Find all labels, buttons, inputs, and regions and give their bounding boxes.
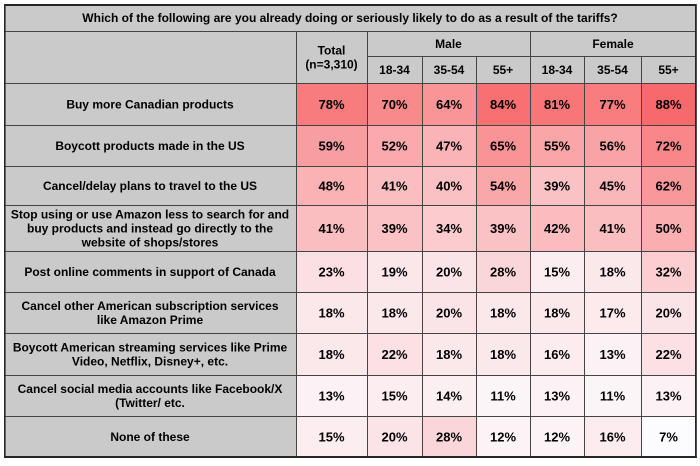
svg-text:81%: 81% [544,97,570,112]
svg-text:Post online comments in suppor: Post online comments in support of Canad… [24,265,276,279]
svg-text:20%: 20% [655,306,681,321]
svg-text:11%: 11% [490,389,516,404]
svg-text:78%: 78% [318,97,344,112]
svg-text:12%: 12% [490,430,516,445]
svg-text:Stop using or use Amazon less: Stop using or use Amazon less to search … [11,208,289,222]
svg-text:22%: 22% [655,347,681,362]
svg-text:64%: 64% [436,97,462,112]
svg-text:59%: 59% [318,139,344,154]
svg-text:42%: 42% [544,221,570,236]
svg-text:Female: Female [592,37,634,51]
svg-text:like Amazon Prime: like Amazon Prime [97,313,204,327]
svg-text:84%: 84% [490,97,516,112]
svg-text:56%: 56% [599,139,625,154]
svg-text:34%: 34% [436,221,462,236]
svg-text:15%: 15% [381,389,407,404]
svg-text:18%: 18% [599,265,625,280]
svg-text:Video, Netflix, Disney+, etc.: Video, Netflix, Disney+, etc. [72,355,228,369]
svg-text:54%: 54% [490,179,516,194]
svg-text:88%: 88% [655,97,681,112]
svg-text:18%: 18% [436,347,462,362]
svg-text:11%: 11% [600,389,626,404]
svg-text:Which of the following are you: Which of the following are you already d… [82,11,617,25]
svg-text:48%: 48% [318,179,344,194]
svg-text:18%: 18% [318,347,344,362]
svg-text:18%: 18% [381,306,407,321]
svg-text:13%: 13% [544,389,570,404]
svg-text:65%: 65% [490,139,516,154]
svg-text:55+: 55+ [658,63,678,77]
svg-text:72%: 72% [655,139,681,154]
svg-text:18-34: 18-34 [379,63,410,77]
svg-text:website of shops/stores: website of shops/stores [81,236,219,250]
svg-text:20%: 20% [436,306,462,321]
svg-text:(Twitter/ etc.: (Twitter/ etc. [115,396,185,410]
svg-text:28%: 28% [436,430,462,445]
svg-text:50%: 50% [655,221,681,236]
svg-text:Boycott products made in the U: Boycott products made in the US [55,139,244,153]
svg-text:buy products and instead go di: buy products and instead go directly to … [27,222,273,236]
svg-text:18-34: 18-34 [542,63,573,77]
svg-text:13%: 13% [655,389,681,404]
svg-text:55%: 55% [544,139,570,154]
svg-text:16%: 16% [599,430,625,445]
svg-text:Cancel/delay plans to travel t: Cancel/delay plans to travel to the US [43,179,257,193]
svg-text:7%: 7% [659,430,678,445]
svg-text:77%: 77% [599,97,625,112]
svg-text:None of these: None of these [110,430,190,444]
svg-text:28%: 28% [490,265,516,280]
svg-text:12%: 12% [544,430,570,445]
svg-text:Cancel other American subscrip: Cancel other American subscription servi… [22,299,279,313]
svg-text:15%: 15% [318,430,344,445]
svg-text:47%: 47% [436,139,462,154]
svg-text:40%: 40% [436,179,462,194]
svg-text:13%: 13% [599,347,625,362]
svg-text:35-54: 35-54 [434,63,465,77]
svg-text:55+: 55+ [493,63,513,77]
svg-text:52%: 52% [381,139,407,154]
svg-text:39%: 39% [544,179,570,194]
svg-text:Cancel social media accounts l: Cancel social media accounts like Facebo… [18,382,283,396]
svg-text:20%: 20% [436,265,462,280]
svg-text:(n=3,310): (n=3,310) [305,58,357,72]
svg-text:32%: 32% [655,265,681,280]
svg-text:14%: 14% [436,389,462,404]
svg-text:Buy more Canadian products: Buy more Canadian products [66,98,234,112]
svg-text:62%: 62% [655,179,681,194]
svg-text:15%: 15% [544,265,570,280]
svg-text:18%: 18% [490,306,516,321]
svg-text:23%: 23% [318,265,344,280]
svg-text:22%: 22% [381,347,407,362]
svg-text:45%: 45% [599,179,625,194]
svg-text:39%: 39% [381,221,407,236]
svg-text:16%: 16% [544,347,570,362]
svg-text:18%: 18% [490,347,516,362]
svg-text:39%: 39% [490,221,516,236]
svg-text:41%: 41% [599,221,625,236]
svg-text:41%: 41% [381,179,407,194]
svg-text:35-54: 35-54 [597,63,628,77]
svg-text:41%: 41% [318,221,344,236]
svg-text:Male: Male [435,37,462,51]
svg-text:Total: Total [318,44,346,58]
svg-text:18%: 18% [318,306,344,321]
svg-text:70%: 70% [381,97,407,112]
svg-text:18%: 18% [544,306,570,321]
svg-text:19%: 19% [381,265,407,280]
svg-text:17%: 17% [599,306,625,321]
svg-text:Boycott American streaming ser: Boycott American streaming services like… [13,341,288,355]
svg-text:20%: 20% [381,430,407,445]
svg-text:13%: 13% [318,389,344,404]
